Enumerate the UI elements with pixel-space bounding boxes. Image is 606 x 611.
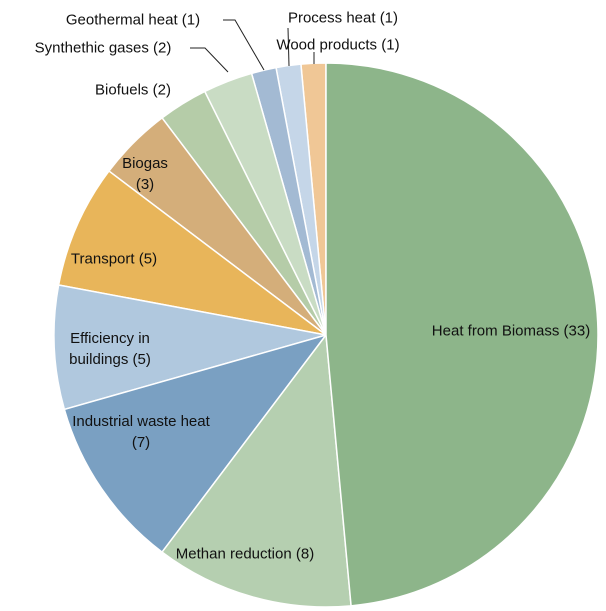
slice-label: Synthethic gases (2)	[35, 38, 172, 59]
pie-slice	[63, 333, 328, 554]
slice-label: Wood products (1)	[276, 35, 399, 56]
category-label: Biofuels	[95, 81, 149, 99]
category-label: Industrial waste heat	[72, 413, 210, 430]
value-label: (3)	[135, 176, 155, 193]
value-label: (8)	[295, 545, 315, 563]
slice-label: Efficiency in buildings (5)	[55, 328, 165, 370]
leader-line	[287, 27, 290, 67]
pie-slice	[325, 62, 599, 607]
value-label: (1)	[381, 36, 400, 54]
slice-label: Heat from Biomass (33)	[426, 321, 596, 342]
category-label: Efficiency in buildings	[69, 330, 150, 368]
pie-slice	[53, 284, 327, 411]
category-label: Wood products	[276, 36, 378, 54]
value-label: (33)	[563, 322, 591, 340]
value-label: (5)	[138, 250, 158, 268]
value-label: (2)	[153, 39, 172, 57]
category-label: Methan reduction	[175, 545, 292, 563]
category-label: Biogas	[122, 155, 168, 172]
slice-label: Process heat (1)	[288, 8, 398, 29]
category-label: Geothermal heat	[65, 11, 178, 29]
leader-line	[223, 19, 265, 71]
pie-slice	[161, 333, 352, 608]
slice-label: Geothermal heat (1)	[66, 10, 200, 31]
value-label: (2)	[152, 81, 171, 99]
slice-label: Methan reduction (8)	[170, 544, 320, 565]
value-label: (5)	[132, 351, 151, 368]
pie-slice	[57, 170, 327, 336]
category-label: Heat from Biomass	[431, 322, 560, 340]
category-label: Process heat	[287, 9, 376, 27]
slice-label: Transport (5)	[49, 249, 179, 270]
leader-line	[190, 47, 229, 73]
value-label: (7)	[131, 434, 151, 451]
slice-label: Biofuels (2)	[95, 80, 171, 101]
category-label: Transport	[70, 250, 135, 268]
slice-label: Biogas (3)	[115, 153, 175, 195]
slice-label: Industrial waste heat (7)	[71, 411, 211, 453]
value-label: (1)	[181, 11, 201, 29]
value-label: (1)	[379, 9, 399, 27]
category-label: Synthethic gases	[34, 39, 149, 57]
